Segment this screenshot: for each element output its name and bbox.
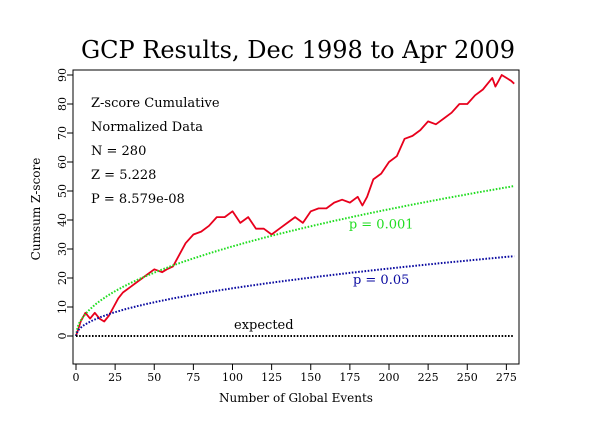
x-tick-label: 0 xyxy=(73,371,80,384)
y-axis-title: Cumsum Z-score xyxy=(29,158,43,261)
stats-line: Normalized Data xyxy=(91,120,203,135)
plot-frame xyxy=(72,69,520,365)
x-tick-label: 75 xyxy=(186,371,200,384)
x-tick-label: 150 xyxy=(300,371,321,384)
x-tick-label: 250 xyxy=(457,371,478,384)
p001-line xyxy=(75,185,515,337)
p001-label: p = 0.001 xyxy=(349,218,414,233)
y-tick-label: 90 xyxy=(56,68,69,82)
x-tick-label: 225 xyxy=(418,371,439,384)
expected-label: expected xyxy=(234,318,294,333)
x-tick-label: 200 xyxy=(379,371,400,384)
y-tick-label: 80 xyxy=(56,97,69,111)
x-tick-label: 275 xyxy=(496,371,517,384)
y-tick-label: 30 xyxy=(56,242,69,256)
x-tick-label: 100 xyxy=(222,371,243,384)
label-layer: p = 0.001 p = 0.05 expected xyxy=(234,218,414,333)
stats-line: Z-score Cumulative xyxy=(91,96,220,111)
p005-label: p = 0.05 xyxy=(353,273,409,288)
x-tick-label: 50 xyxy=(147,371,161,384)
y-tick-label: 60 xyxy=(56,155,69,169)
x-tick-label: 125 xyxy=(261,371,282,384)
series-layer xyxy=(75,74,515,337)
stats-box: Z-score Cumulative Normalized Data N = 280… xyxy=(91,96,220,207)
x-tick-label: 25 xyxy=(108,371,122,384)
stats-line: Z = 5.228 xyxy=(91,168,156,183)
stats-line: P = 8.579e-08 xyxy=(91,192,185,207)
y-tick-label: 70 xyxy=(56,126,69,140)
y-tick-label: 10 xyxy=(56,300,69,314)
x-axis: 0 25 50 75 100 125 150 175 200 225 250 275 xyxy=(73,364,517,384)
stats-line: N = 280 xyxy=(91,144,146,159)
x-tick-label: 175 xyxy=(339,371,360,384)
p005-line xyxy=(75,255,515,337)
y-axis: 0 10 20 30 40 50 60 70 80 90 xyxy=(56,68,73,340)
y-tick-label: 40 xyxy=(56,213,69,227)
observed-line xyxy=(75,74,515,337)
y-tick-label: 0 xyxy=(56,333,69,340)
y-tick-label: 50 xyxy=(56,184,69,198)
x-axis-title: Number of Global Events xyxy=(219,391,373,405)
y-tick-label: 20 xyxy=(56,271,69,285)
chart-title: GCP Results, Dec 1998 to Apr 2009 xyxy=(81,36,515,64)
